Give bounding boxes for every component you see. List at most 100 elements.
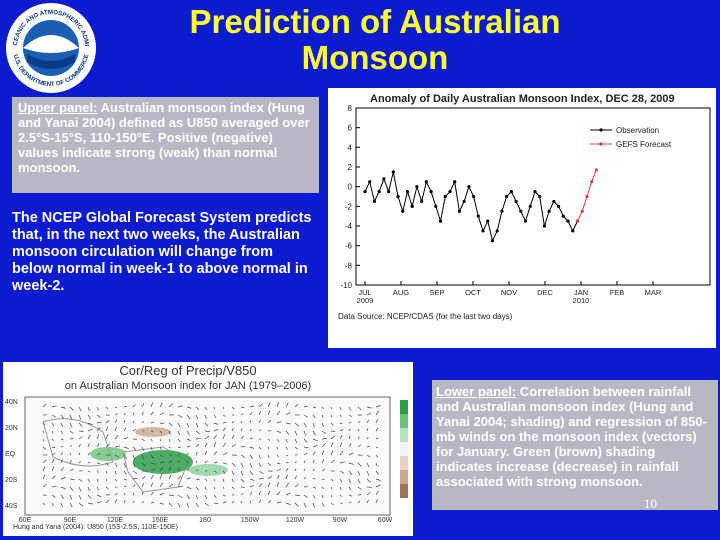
- note-heading: Upper panel:: [18, 100, 98, 115]
- wind-vector: [357, 444, 362, 448]
- data-point: [566, 219, 570, 223]
- logo-wave: [27, 54, 75, 69]
- wind-vectors: [42, 402, 381, 508]
- wind-vector: [132, 454, 136, 460]
- wind-vector: [177, 475, 182, 480]
- wind-vector: [123, 478, 128, 481]
- wind-vector: [60, 452, 64, 456]
- wind-vector: [96, 470, 99, 473]
- wind-vector: [366, 454, 371, 458]
- wind-vector: [321, 468, 326, 472]
- data-point: [542, 224, 547, 228]
- data-point: [571, 229, 575, 233]
- wind-vector: [204, 422, 209, 427]
- wind-vector: [78, 502, 83, 507]
- wind-vector: [123, 470, 127, 475]
- wind-vector: [339, 435, 343, 440]
- legend-label: Observation: [616, 126, 659, 135]
- wind-vector: [60, 494, 64, 500]
- wind-vector: [366, 478, 371, 483]
- wind-vector: [96, 442, 100, 448]
- wind-vector: [204, 486, 207, 491]
- wind-vector: [132, 477, 138, 480]
- wind-vector: [285, 422, 291, 425]
- x-tick-label: AUG: [393, 288, 409, 297]
- wind-vector: [87, 422, 93, 426]
- wind-vector: [276, 474, 280, 480]
- wind-vector: [357, 486, 362, 490]
- wind-vector: [366, 412, 372, 416]
- wind-vector: [285, 461, 289, 464]
- wind-vector: [96, 478, 99, 482]
- data-point: [377, 189, 381, 194]
- logo-bird: [23, 35, 79, 53]
- wind-vector: [213, 406, 216, 410]
- wind-vector: [240, 421, 243, 424]
- wind-vector: [222, 414, 226, 417]
- wind-vector: [87, 434, 91, 440]
- wind-vector: [348, 443, 352, 448]
- wind-vector: [51, 405, 57, 408]
- data-point: [575, 219, 580, 223]
- wind-vector: [321, 494, 324, 499]
- wind-vector: [204, 460, 208, 464]
- wind-vector: [285, 446, 288, 450]
- wind-vector: [303, 468, 306, 472]
- wind-vector: [132, 470, 138, 474]
- wind-vector: [195, 406, 200, 410]
- wind-vector: [222, 486, 225, 489]
- correlation-map: Cor/Reg of Precip/V850 on Australian Mon…: [3, 362, 413, 536]
- wind-vector: [159, 402, 163, 408]
- wind-vector: [303, 446, 309, 449]
- wind-vector: [105, 434, 109, 440]
- wind-vector: [51, 438, 54, 441]
- wind-vector: [87, 494, 92, 499]
- wind-vector: [114, 478, 118, 482]
- wind-vector: [375, 470, 379, 475]
- wind-vector: [168, 446, 171, 449]
- wind-vector: [294, 494, 300, 496]
- wind-vector: [105, 443, 110, 448]
- wind-vector: [186, 445, 191, 448]
- data-point: [391, 170, 395, 174]
- wind-vector: [312, 494, 316, 499]
- map-footer: Hung and Yana (2004): U850 (15S-2.5S, 11…: [13, 524, 178, 531]
- data-point: [382, 177, 386, 181]
- wind-vector: [114, 445, 120, 448]
- wind-vector: [213, 442, 217, 448]
- wind-vector: [78, 406, 82, 412]
- wind-vector: [51, 422, 55, 427]
- wind-vector: [222, 478, 225, 482]
- wind-vector: [240, 454, 246, 458]
- wind-vector: [96, 501, 102, 504]
- wind-vector: [231, 443, 236, 448]
- wind-vector: [141, 438, 145, 442]
- x-tick-label: JUL 2009: [357, 288, 374, 305]
- wind-vector: [96, 486, 100, 491]
- wind-vector: [276, 438, 280, 442]
- wind-vector: [240, 445, 246, 448]
- wind-vector: [339, 470, 345, 474]
- wind-vector: [51, 475, 56, 480]
- data-point: [580, 209, 584, 213]
- wind-vector: [204, 502, 209, 507]
- wind-vector: [267, 410, 271, 416]
- map-title: Cor/Reg of Precip/V850: [119, 363, 256, 378]
- wind-vector: [339, 429, 344, 432]
- wind-vector: [258, 446, 262, 450]
- wind-vector: [159, 454, 164, 458]
- data-point: [556, 204, 561, 208]
- wind-vector: [366, 499, 369, 504]
- wind-vector: [213, 434, 217, 440]
- lon-label: 120W: [286, 517, 305, 524]
- wind-vector: [348, 406, 352, 411]
- wind-vector: [267, 454, 270, 459]
- wind-vector: [105, 419, 110, 424]
- wind-vector: [213, 414, 217, 419]
- wind-vector: [42, 422, 46, 426]
- wind-vector: [204, 451, 207, 456]
- wind-vector: [330, 414, 333, 418]
- lat-label: 40S: [5, 503, 18, 510]
- wind-vector: [267, 500, 272, 504]
- wind-vector: [249, 420, 252, 424]
